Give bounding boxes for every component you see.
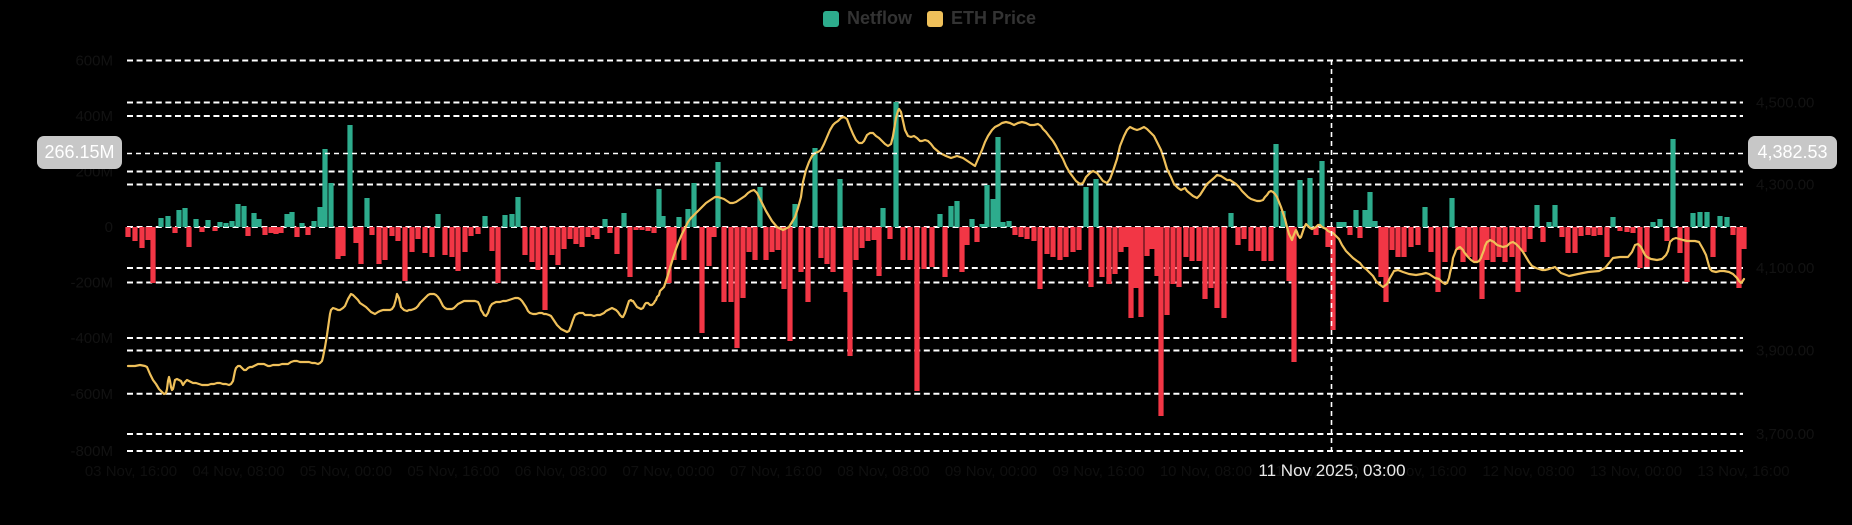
svg-text:07 Nov, 16:00: 07 Nov, 16:00 [730, 463, 822, 480]
svg-text:600M: 600M [75, 53, 113, 70]
svg-text:05 Nov, 00:00: 05 Nov, 00:00 [300, 463, 392, 480]
svg-text:08 Nov, 08:00: 08 Nov, 08:00 [837, 463, 929, 480]
svg-text:4,300.00: 4,300.00 [1756, 177, 1814, 194]
svg-text:4,500.00: 4,500.00 [1756, 95, 1814, 112]
svg-text:03 Nov, 16:00: 03 Nov, 16:00 [85, 463, 177, 480]
svg-text:13 Nov, 16:00: 13 Nov, 16:00 [1697, 463, 1789, 480]
svg-text:06 Nov, 08:00: 06 Nov, 08:00 [515, 463, 607, 480]
svg-text:3,900.00: 3,900.00 [1756, 343, 1814, 360]
svg-text:0: 0 [105, 219, 113, 236]
svg-text:05 Nov, 16:00: 05 Nov, 16:00 [407, 463, 499, 480]
svg-text:-800M: -800M [70, 443, 113, 460]
svg-text:11 Nov, 00:00: 11 Nov, 00:00 [1268, 463, 1359, 480]
svg-text:-600M: -600M [70, 386, 113, 403]
svg-text:400M: 400M [75, 108, 113, 125]
svg-text:-200M: -200M [70, 275, 113, 292]
svg-text:04 Nov, 08:00: 04 Nov, 08:00 [192, 463, 284, 480]
svg-text:3,700.00: 3,700.00 [1756, 426, 1814, 443]
svg-text:11 Nov, 16:00: 11 Nov, 16:00 [1375, 463, 1466, 480]
svg-text:4,100.00: 4,100.00 [1756, 260, 1814, 277]
svg-text:10 Nov, 08:00: 10 Nov, 08:00 [1160, 463, 1252, 480]
svg-text:09 Nov, 16:00: 09 Nov, 16:00 [1052, 463, 1144, 480]
svg-text:-400M: -400M [70, 330, 113, 347]
svg-text:09 Nov, 00:00: 09 Nov, 00:00 [945, 463, 1037, 480]
svg-text:12 Nov, 08:00: 12 Nov, 08:00 [1482, 463, 1574, 480]
svg-text:13 Nov, 00:00: 13 Nov, 00:00 [1590, 463, 1682, 480]
svg-text:07 Nov, 00:00: 07 Nov, 00:00 [622, 463, 714, 480]
